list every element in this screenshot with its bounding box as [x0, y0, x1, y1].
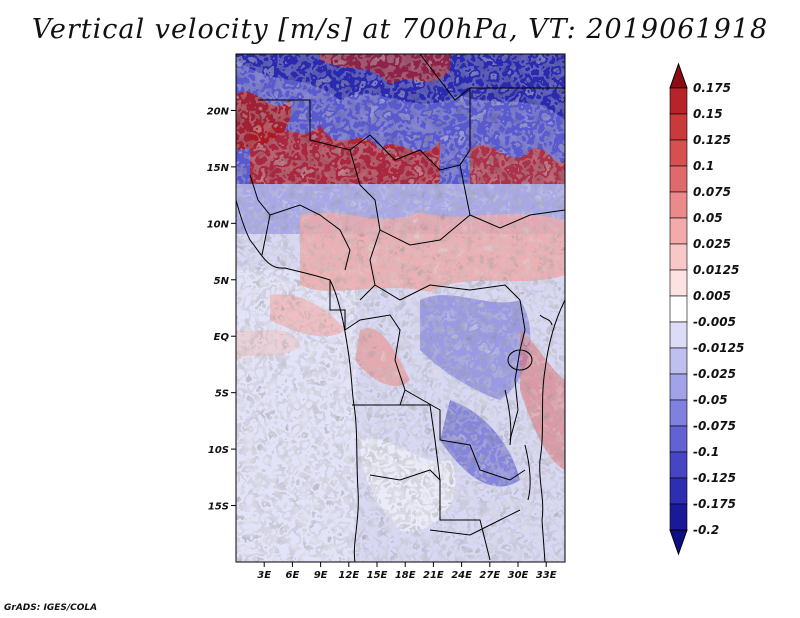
colorbar-level-label: -0.125: [693, 471, 736, 485]
lat-tick-label: 15N: [207, 163, 230, 174]
lake-victoria: [507, 349, 533, 371]
colorbar-swatch: [669, 425, 688, 453]
lon-tick-label: 27E: [479, 570, 500, 581]
colorbar-swatch: [669, 399, 688, 427]
lake-tanganyika: [504, 389, 512, 446]
colorbar-level-label: 0.025: [693, 237, 731, 251]
colorbar-level-label: -0.05: [693, 393, 728, 407]
colorbar-level-label: -0.1: [693, 445, 719, 459]
lat-tick-label: EQ: [214, 332, 230, 343]
colorbar-swatch: [669, 321, 688, 349]
colorbar-swatch: [669, 373, 688, 401]
lat-tick-label: 5S: [215, 389, 229, 400]
lat-tick-label: 10N: [207, 219, 230, 230]
east-africa-coastline: [539, 299, 565, 562]
longitude-axis: 3E 6E 9E 12E 15E 18E 21E 24E 27E 30E 33E: [257, 562, 557, 581]
lon-tick-label: 18E: [395, 570, 416, 581]
colorbar-swatch: [669, 217, 688, 245]
lat-tick-label: 5N: [214, 276, 230, 287]
lon-tick-label: 33E: [536, 570, 557, 581]
colorbar-level-label: -0.175: [693, 497, 736, 511]
colorbar-swatch: [669, 139, 688, 167]
lon-tick-label: 24E: [451, 570, 472, 581]
colorbar-top-arrow: [669, 62, 688, 89]
colorbar-swatch: [669, 87, 688, 115]
lon-tick-label: 3E: [257, 570, 271, 581]
velocity-field: [236, 54, 565, 562]
colorbar-level-label: 0.05: [693, 211, 723, 225]
colorbar-swatch: [669, 477, 688, 505]
plot-frame: [235, 53, 566, 563]
colorbar: 0.175 0.15 0.125 0.1 0.075 0.05 0.025 0.0125 0.0…: [669, 62, 744, 556]
colorbar-level-label: 0.15: [693, 107, 723, 121]
lon-tick-label: 12E: [338, 570, 359, 581]
lon-tick-label: 21E: [423, 570, 444, 581]
lon-tick-label: 15E: [367, 570, 388, 581]
colorbar-level-label: -0.2: [693, 523, 719, 537]
colorbar-level-label: -0.0125: [693, 341, 744, 355]
lon-tick-label: 30E: [508, 570, 529, 581]
colorbar-level-label: 0.0125: [693, 263, 739, 277]
colorbar-level-label: 0.125: [693, 133, 731, 147]
colorbar-level-label: 0.175: [693, 81, 731, 95]
country-borders: [236, 54, 565, 562]
latitude-axis: 20N 15N 10N 5N EQ 5S 10S 15S: [207, 106, 236, 513]
colorbar-swatch: [669, 113, 688, 141]
colorbar-level-label: -0.025: [693, 367, 736, 381]
colorbar-swatch: [669, 243, 688, 271]
colorbar-swatch: [669, 347, 688, 375]
lon-tick-label: 6E: [286, 570, 300, 581]
lat-tick-label: 10S: [208, 445, 229, 456]
lat-tick-label: 15S: [208, 502, 229, 513]
map-title: Vertical velocity [m/s] at 700hPa, VT: 2…: [31, 14, 769, 45]
colorbar-swatch: [669, 451, 688, 479]
colorbar-swatch: [669, 269, 688, 297]
colorbar-level-label: 0.1: [693, 159, 714, 173]
colorbar-level-label: -0.005: [693, 315, 736, 329]
colorbar-swatch: [669, 295, 688, 323]
colorbar-level-label: -0.075: [693, 419, 736, 433]
colorbar-swatch: [669, 503, 688, 531]
colorbar-swatch: [669, 191, 688, 219]
colorbar-bottom-arrow: [669, 529, 688, 556]
lat-tick-label: 20N: [207, 106, 230, 117]
lake-malawi: [524, 444, 531, 501]
lon-tick-label: 9E: [314, 570, 328, 581]
credit-label: GrADS: IGES/COLA: [4, 603, 98, 613]
colorbar-level-label: 0.005: [693, 289, 731, 303]
west-africa-coastline: [236, 199, 359, 562]
colorbar-swatch: [669, 165, 688, 193]
colorbar-level-label: 0.075: [693, 185, 731, 199]
